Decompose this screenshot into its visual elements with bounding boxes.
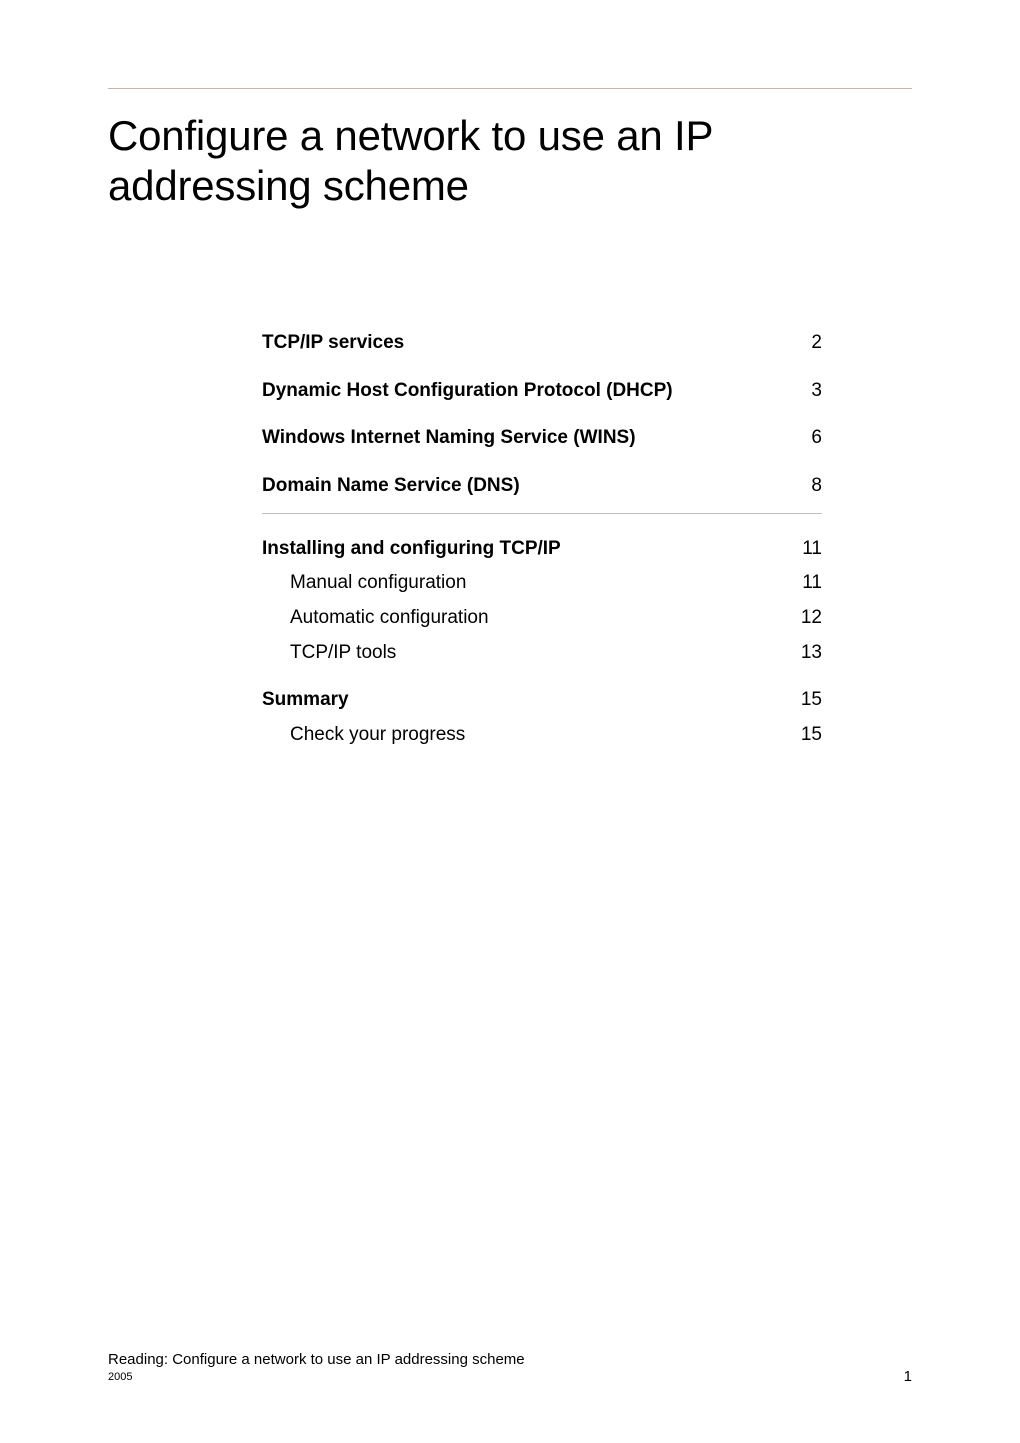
toc-entry: Installing and configuring TCP/IP 11: [262, 536, 822, 562]
toc-separator: [262, 513, 822, 514]
footer-reading-title: Reading: Configure a network to use an I…: [108, 1350, 525, 1370]
toc-entry: Dynamic Host Configuration Protocol (DHC…: [262, 378, 822, 404]
toc-entry: Domain Name Service (DNS) 8: [262, 473, 822, 499]
toc-label: Dynamic Host Configuration Protocol (DHC…: [262, 378, 673, 404]
toc-label: Automatic configuration: [262, 605, 489, 631]
toc-label: Manual configuration: [262, 570, 466, 596]
toc-label: Windows Internet Naming Service (WINS): [262, 425, 636, 451]
toc-label: Check your progress: [262, 722, 465, 748]
toc-label: Summary: [262, 687, 349, 713]
toc-entry: Check your progress 15: [262, 722, 822, 748]
toc-page-number: 12: [792, 605, 822, 631]
footer-left: Reading: Configure a network to use an I…: [108, 1350, 525, 1385]
toc-label: Domain Name Service (DNS): [262, 473, 520, 499]
toc-entry: Automatic configuration 12: [262, 605, 822, 631]
toc-page-number: 6: [792, 425, 822, 451]
document-page: Configure a network to use an IP address…: [0, 0, 1020, 1443]
toc-page-number: 11: [792, 536, 822, 562]
toc-page-number: 15: [792, 687, 822, 713]
toc-label: TCP/IP services: [262, 330, 404, 356]
footer-year: 2005: [108, 1370, 525, 1385]
toc-entry: Windows Internet Naming Service (WINS) 6: [262, 425, 822, 451]
toc-entry: Manual configuration 11: [262, 570, 822, 596]
toc-page-number: 15: [792, 722, 822, 748]
table-of-contents: TCP/IP services 2 Dynamic Host Configura…: [262, 330, 822, 747]
toc-label: Installing and configuring TCP/IP: [262, 536, 561, 562]
top-rule: [108, 88, 912, 89]
toc-entry: Summary 15: [262, 687, 822, 713]
toc-page-number: 11: [792, 570, 822, 596]
toc-page-number: 3: [792, 378, 822, 404]
toc-label: TCP/IP tools: [262, 640, 396, 666]
toc-page-number: 13: [792, 640, 822, 666]
toc-entry: TCP/IP services 2: [262, 330, 822, 356]
footer-page-number: 1: [904, 1368, 912, 1385]
toc-entry: TCP/IP tools 13: [262, 640, 822, 666]
page-footer: Reading: Configure a network to use an I…: [108, 1350, 912, 1385]
toc-page-number: 2: [792, 330, 822, 356]
toc-page-number: 8: [792, 473, 822, 499]
page-title: Configure a network to use an IP address…: [108, 111, 912, 210]
